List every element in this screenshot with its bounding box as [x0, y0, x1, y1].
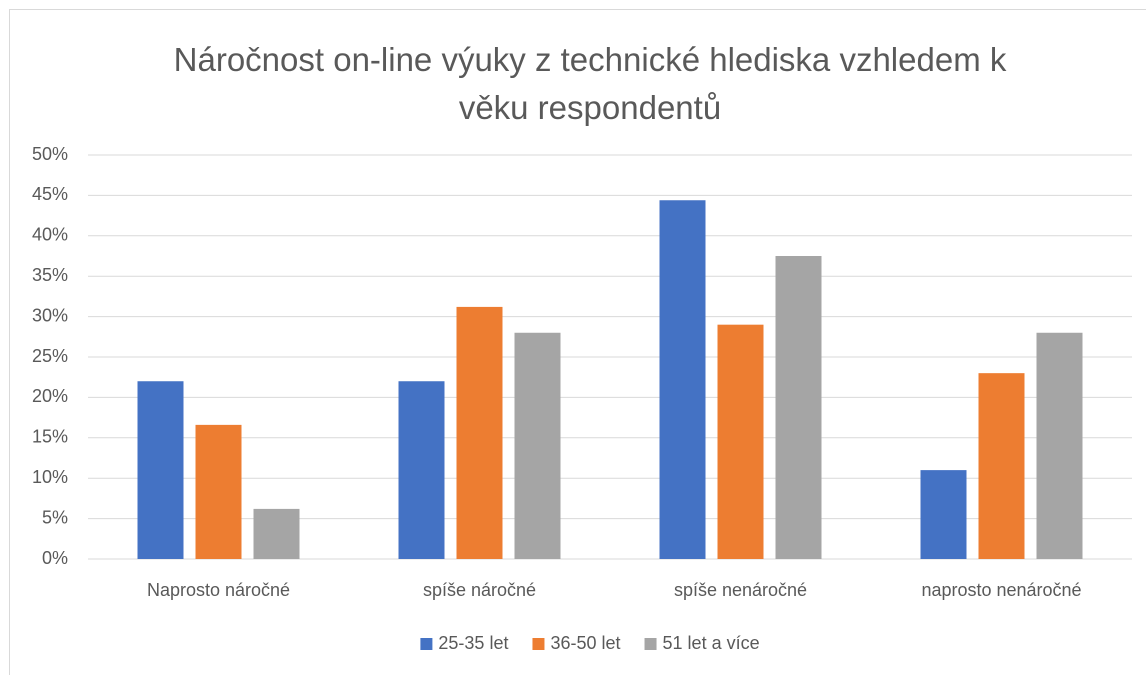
x-tick-label: spíše nenáročné — [674, 580, 807, 600]
bar — [456, 306, 503, 559]
legend-label: 25-35 let — [438, 633, 508, 653]
bar — [920, 470, 967, 559]
y-tick-label: 0% — [42, 548, 68, 568]
bar — [253, 508, 300, 559]
legend-label: 51 let a více — [663, 633, 760, 653]
x-tick-label: Naprosto náročné — [147, 580, 290, 600]
bar — [717, 324, 764, 559]
legend-label: 36-50 let — [550, 633, 620, 653]
y-tick-label: 5% — [42, 507, 68, 527]
bar — [514, 332, 561, 559]
y-tick-label: 10% — [32, 467, 68, 487]
y-tick-label: 35% — [32, 265, 68, 285]
chart-border — [9, 9, 1146, 675]
x-tick-label: spíše náročné — [423, 580, 536, 600]
legend-swatch — [644, 638, 657, 650]
bar — [1036, 332, 1083, 559]
y-tick-label: 30% — [32, 305, 68, 325]
bar — [398, 381, 445, 559]
x-tick-label: naprosto nenáročné — [921, 580, 1081, 600]
y-tick-label: 15% — [32, 427, 68, 447]
legend-swatch — [532, 638, 545, 650]
y-tick-label: 20% — [32, 386, 68, 406]
chart-title: Náročnost on-line výuky z technické hled… — [173, 41, 1007, 126]
y-tick-label: 50% — [32, 144, 68, 164]
y-tick-label: 25% — [32, 346, 68, 366]
bar — [137, 381, 184, 559]
bar — [195, 424, 242, 559]
legend-swatch — [420, 638, 433, 650]
bar — [659, 200, 706, 560]
y-tick-label: 40% — [32, 225, 68, 245]
bar — [978, 373, 1025, 559]
bar — [775, 256, 822, 559]
y-tick-label: 45% — [32, 184, 68, 204]
